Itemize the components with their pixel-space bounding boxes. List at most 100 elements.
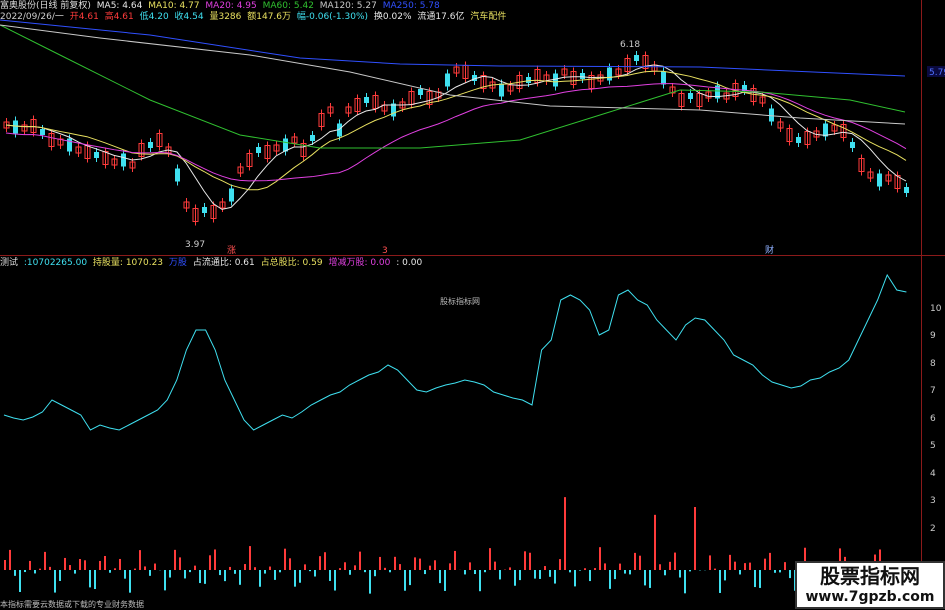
- histogram-bar-up: [384, 568, 386, 570]
- histogram-bar-up: [659, 564, 661, 570]
- histogram-bar-up: [749, 563, 751, 570]
- histogram-bar-up: [529, 553, 531, 570]
- histogram-bar-down: [424, 570, 426, 574]
- histogram-bar-up: [394, 557, 396, 570]
- histogram-bar-down: [374, 570, 376, 576]
- histogram-bar-down: [474, 570, 476, 574]
- histogram-bar-up: [714, 569, 716, 570]
- histogram-bar-up: [544, 566, 546, 570]
- candle-body: [40, 129, 45, 135]
- histogram-bar-down: [499, 570, 501, 579]
- histogram-bar-down: [234, 570, 236, 574]
- histogram-bar-down: [534, 570, 536, 579]
- histogram-bar-down: [364, 570, 366, 572]
- candle-body: [94, 152, 99, 158]
- histogram-bar-up: [709, 555, 711, 570]
- candle-body: [607, 68, 612, 81]
- histogram-bar-down: [314, 570, 316, 577]
- histogram-bar-up: [84, 560, 86, 570]
- candle-body: [148, 142, 153, 148]
- footer-note: 本指标需要云数据或下载的专业财务数据: [0, 599, 144, 610]
- ma60-line: [0, 25, 905, 148]
- candle-body: [202, 207, 207, 213]
- candle-body: [526, 77, 531, 83]
- histogram-bar-up: [174, 550, 176, 570]
- histogram-bar-up: [524, 551, 526, 570]
- low-marker: 3.97: [185, 240, 205, 250]
- candle-body: [445, 74, 450, 87]
- histogram-bar-down: [299, 570, 301, 583]
- histogram-bar-up: [669, 562, 671, 570]
- histogram-bar-up: [734, 562, 736, 570]
- histogram-bar-up: [694, 507, 696, 570]
- histogram-bar-down: [754, 570, 756, 587]
- histogram-bar-down: [94, 570, 96, 589]
- site-logo: 股票指标网 www.7gpzb.com: [795, 561, 945, 609]
- histogram-bar-up: [344, 562, 346, 570]
- candle-body: [904, 187, 909, 193]
- histogram-bar-up: [599, 547, 601, 570]
- histogram-bar-down: [14, 570, 16, 576]
- histogram-bar-down: [624, 570, 626, 574]
- histogram-bar-down: [34, 570, 36, 573]
- histogram-bar-up: [769, 553, 771, 570]
- histogram-bar-down: [199, 570, 201, 583]
- candle-body: [175, 169, 180, 182]
- histogram-bar-down: [579, 570, 581, 571]
- histogram-bar-down: [409, 570, 411, 585]
- logo-line1: 股票指标网: [797, 563, 943, 589]
- axis-tick: 3: [930, 496, 936, 506]
- candle-body: [634, 55, 639, 61]
- histogram-bar-down: [19, 570, 21, 592]
- histogram-bar-up: [249, 546, 251, 570]
- histogram-bar-down: [539, 570, 541, 579]
- histogram-bar-up: [449, 563, 451, 570]
- axis-tick: 6: [930, 414, 936, 424]
- histogram-bar-down: [514, 570, 516, 586]
- histogram-bar-up: [194, 566, 196, 570]
- histogram-bar-up: [304, 564, 306, 570]
- event-mark-3[interactable]: 财: [765, 244, 774, 256]
- histogram-bar-down: [484, 570, 486, 572]
- histogram-bar-down: [24, 570, 26, 572]
- histogram-bar-down: [334, 570, 336, 591]
- histogram-bar-up: [359, 552, 361, 570]
- event-mark-2[interactable]: 3: [382, 246, 388, 256]
- ma10-line: [6, 71, 906, 189]
- histogram-bar-up: [434, 560, 436, 570]
- histogram-bar-down: [684, 570, 686, 593]
- histogram-bar-down: [259, 570, 261, 587]
- histogram-bar-down: [369, 570, 371, 594]
- histogram-bar-up: [419, 559, 421, 570]
- histogram-bar-down: [274, 570, 276, 580]
- candle-body: [418, 89, 423, 95]
- histogram-bar-up: [339, 568, 341, 570]
- candle-body: [661, 72, 666, 85]
- histogram-bar-down: [679, 570, 681, 577]
- histogram-bar-down: [774, 570, 776, 573]
- histogram-bar-down: [54, 570, 56, 593]
- histogram-bar-up: [9, 550, 11, 570]
- axis-tick: 5: [930, 441, 936, 451]
- histogram-bar-up: [269, 567, 271, 570]
- histogram-bar-down: [644, 570, 646, 585]
- event-mark-1[interactable]: 涨: [227, 245, 236, 256]
- histogram-bar-down: [109, 570, 111, 573]
- histogram-bar-down: [444, 570, 446, 591]
- histogram-bar-up: [64, 558, 66, 570]
- histogram-bar-up: [509, 567, 511, 570]
- histogram-bar-down: [329, 570, 331, 581]
- histogram-bar-up: [29, 561, 31, 570]
- histogram-bar-up: [744, 563, 746, 570]
- histogram-bar-up: [354, 565, 356, 570]
- histogram-bar-down: [479, 570, 481, 591]
- histogram-bar-down: [719, 570, 721, 593]
- histogram-bar-down: [724, 570, 726, 580]
- histogram-bar-up: [284, 549, 286, 570]
- histogram-bar-down: [349, 570, 351, 575]
- histogram-bar-up: [604, 563, 606, 570]
- histogram-bar-up: [469, 562, 471, 570]
- axis-tick: 4: [930, 469, 936, 479]
